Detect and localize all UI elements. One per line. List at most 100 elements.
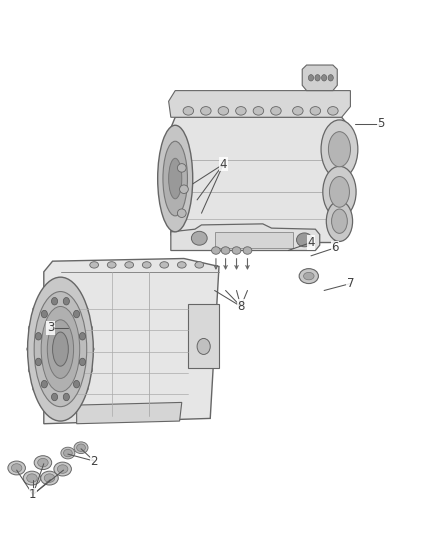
Ellipse shape — [304, 272, 314, 280]
Ellipse shape — [232, 247, 241, 254]
Ellipse shape — [329, 176, 350, 207]
Ellipse shape — [77, 444, 85, 451]
Ellipse shape — [35, 333, 42, 340]
Ellipse shape — [64, 449, 72, 457]
Ellipse shape — [332, 209, 347, 233]
Ellipse shape — [177, 209, 186, 217]
Ellipse shape — [8, 461, 25, 475]
Ellipse shape — [197, 338, 210, 354]
Ellipse shape — [74, 442, 88, 454]
Ellipse shape — [221, 247, 230, 254]
Ellipse shape — [32, 306, 39, 313]
Ellipse shape — [310, 107, 321, 115]
Ellipse shape — [107, 262, 116, 268]
Ellipse shape — [212, 247, 220, 254]
Polygon shape — [302, 65, 337, 91]
Ellipse shape — [32, 385, 39, 392]
Ellipse shape — [52, 393, 58, 401]
Ellipse shape — [201, 107, 211, 115]
Ellipse shape — [271, 107, 281, 115]
Ellipse shape — [34, 456, 52, 470]
Ellipse shape — [54, 462, 71, 476]
Ellipse shape — [47, 320, 74, 378]
Text: 6: 6 — [331, 241, 339, 254]
Ellipse shape — [195, 262, 204, 268]
Ellipse shape — [61, 447, 75, 459]
Ellipse shape — [44, 474, 55, 482]
Ellipse shape — [75, 400, 81, 407]
Text: 3: 3 — [47, 321, 54, 334]
Ellipse shape — [79, 333, 85, 340]
Ellipse shape — [160, 262, 169, 268]
Ellipse shape — [38, 458, 48, 467]
Ellipse shape — [63, 297, 69, 305]
Ellipse shape — [253, 107, 264, 115]
Ellipse shape — [52, 297, 58, 305]
Ellipse shape — [299, 269, 318, 284]
Ellipse shape — [308, 75, 314, 81]
Ellipse shape — [328, 132, 350, 167]
Ellipse shape — [323, 166, 356, 217]
Ellipse shape — [11, 464, 22, 472]
Ellipse shape — [326, 201, 353, 241]
Ellipse shape — [293, 107, 303, 115]
Ellipse shape — [177, 164, 186, 172]
Ellipse shape — [41, 471, 58, 485]
Ellipse shape — [28, 367, 34, 373]
Ellipse shape — [297, 233, 312, 247]
Ellipse shape — [191, 231, 207, 245]
Ellipse shape — [41, 306, 80, 392]
Ellipse shape — [90, 262, 99, 268]
Ellipse shape — [87, 325, 93, 332]
Ellipse shape — [243, 247, 252, 254]
Ellipse shape — [74, 381, 80, 388]
Ellipse shape — [34, 292, 87, 407]
Ellipse shape — [57, 279, 64, 285]
Ellipse shape — [125, 262, 134, 268]
Ellipse shape — [41, 381, 47, 388]
Ellipse shape — [48, 282, 54, 288]
Ellipse shape — [180, 185, 188, 193]
Ellipse shape — [163, 141, 187, 216]
Ellipse shape — [79, 358, 85, 366]
Ellipse shape — [321, 120, 358, 179]
Ellipse shape — [41, 310, 47, 318]
Ellipse shape — [74, 310, 80, 318]
Ellipse shape — [28, 277, 93, 421]
Ellipse shape — [315, 75, 320, 81]
Ellipse shape — [82, 306, 88, 313]
Ellipse shape — [328, 107, 338, 115]
Ellipse shape — [169, 158, 182, 199]
Ellipse shape — [236, 107, 246, 115]
Polygon shape — [188, 304, 219, 368]
Ellipse shape — [158, 125, 193, 232]
Text: 4: 4 — [219, 158, 227, 171]
Ellipse shape — [39, 400, 46, 407]
Ellipse shape — [35, 358, 42, 366]
Text: 1: 1 — [29, 488, 37, 501]
Text: 5: 5 — [378, 117, 385, 130]
Ellipse shape — [142, 262, 151, 268]
Text: 8: 8 — [237, 300, 244, 313]
Ellipse shape — [57, 465, 68, 473]
Polygon shape — [171, 224, 320, 251]
Ellipse shape — [53, 332, 68, 366]
Polygon shape — [77, 402, 182, 424]
Ellipse shape — [87, 367, 93, 373]
Polygon shape — [169, 91, 350, 117]
Ellipse shape — [23, 471, 41, 485]
Polygon shape — [215, 232, 293, 248]
Ellipse shape — [27, 346, 33, 352]
Ellipse shape — [321, 75, 327, 81]
Ellipse shape — [67, 282, 73, 288]
Text: 2: 2 — [90, 455, 98, 467]
Ellipse shape — [48, 410, 54, 416]
Ellipse shape — [63, 393, 69, 401]
Ellipse shape — [88, 346, 94, 352]
Text: 7: 7 — [346, 277, 354, 290]
Ellipse shape — [67, 410, 73, 416]
Ellipse shape — [75, 292, 81, 298]
Ellipse shape — [27, 474, 37, 482]
Ellipse shape — [28, 325, 34, 332]
Ellipse shape — [218, 107, 229, 115]
